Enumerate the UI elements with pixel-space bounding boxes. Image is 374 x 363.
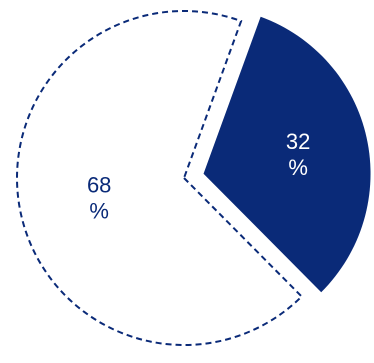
pie-slice-32 (203, 16, 371, 293)
pie-slice-68 (16, 10, 304, 346)
slice-unit-label-32: % (288, 155, 308, 180)
slice-value-label-32: 32 (286, 129, 310, 154)
pie-labels: 32%68% (87, 129, 310, 224)
pie-slices (16, 10, 371, 346)
slice-value-label-68: 68 (87, 173, 111, 198)
slice-unit-label-68: % (89, 199, 109, 224)
